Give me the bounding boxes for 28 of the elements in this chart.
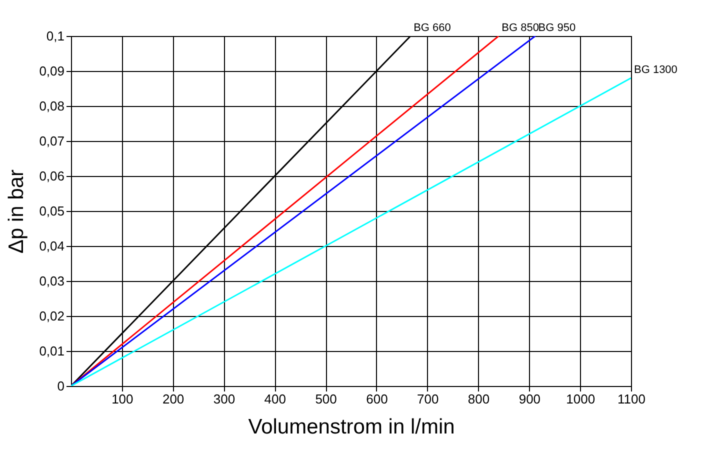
y-tick-label: 0,02: [39, 308, 64, 324]
y-tick-label: 0,03: [39, 274, 64, 288]
y-tick-label: 0,05: [39, 204, 64, 218]
x-tick-label: 500: [315, 392, 337, 406]
x-tick-label: 400: [264, 392, 286, 406]
y-tick-label: 0,1: [46, 28, 64, 44]
y-tick-label: 0: [57, 378, 64, 394]
x-axis-title: Volumenstrom in l/min: [248, 416, 455, 438]
y-tick-label: 0,07: [39, 134, 64, 148]
y-tick-label: 0,08: [39, 98, 64, 114]
series-label: BG 950: [538, 22, 576, 34]
x-tick-label: 300: [213, 392, 236, 406]
y-tick-label: 0,09: [39, 64, 64, 78]
x-tick-label: 600: [366, 392, 388, 406]
y-tick-label: 0,06: [39, 168, 64, 184]
x-tick-label: 700: [417, 392, 439, 406]
x-tick-label: 1100: [618, 392, 646, 406]
x-tick-label: 1000: [566, 392, 596, 406]
x-tick-label: 100: [112, 392, 134, 406]
y-tick-label: 0,01: [39, 344, 64, 358]
x-tick-label: 800: [468, 392, 490, 406]
series-label: BG 850: [502, 22, 539, 34]
x-tick-label: 200: [162, 392, 184, 406]
series-label: BG 1300: [634, 64, 678, 76]
y-tick-label: 0,04: [39, 238, 64, 254]
y-axis-title: Δp in bar: [5, 169, 28, 254]
x-tick-label: 900: [518, 392, 541, 406]
series-label: BG 660: [414, 22, 451, 34]
